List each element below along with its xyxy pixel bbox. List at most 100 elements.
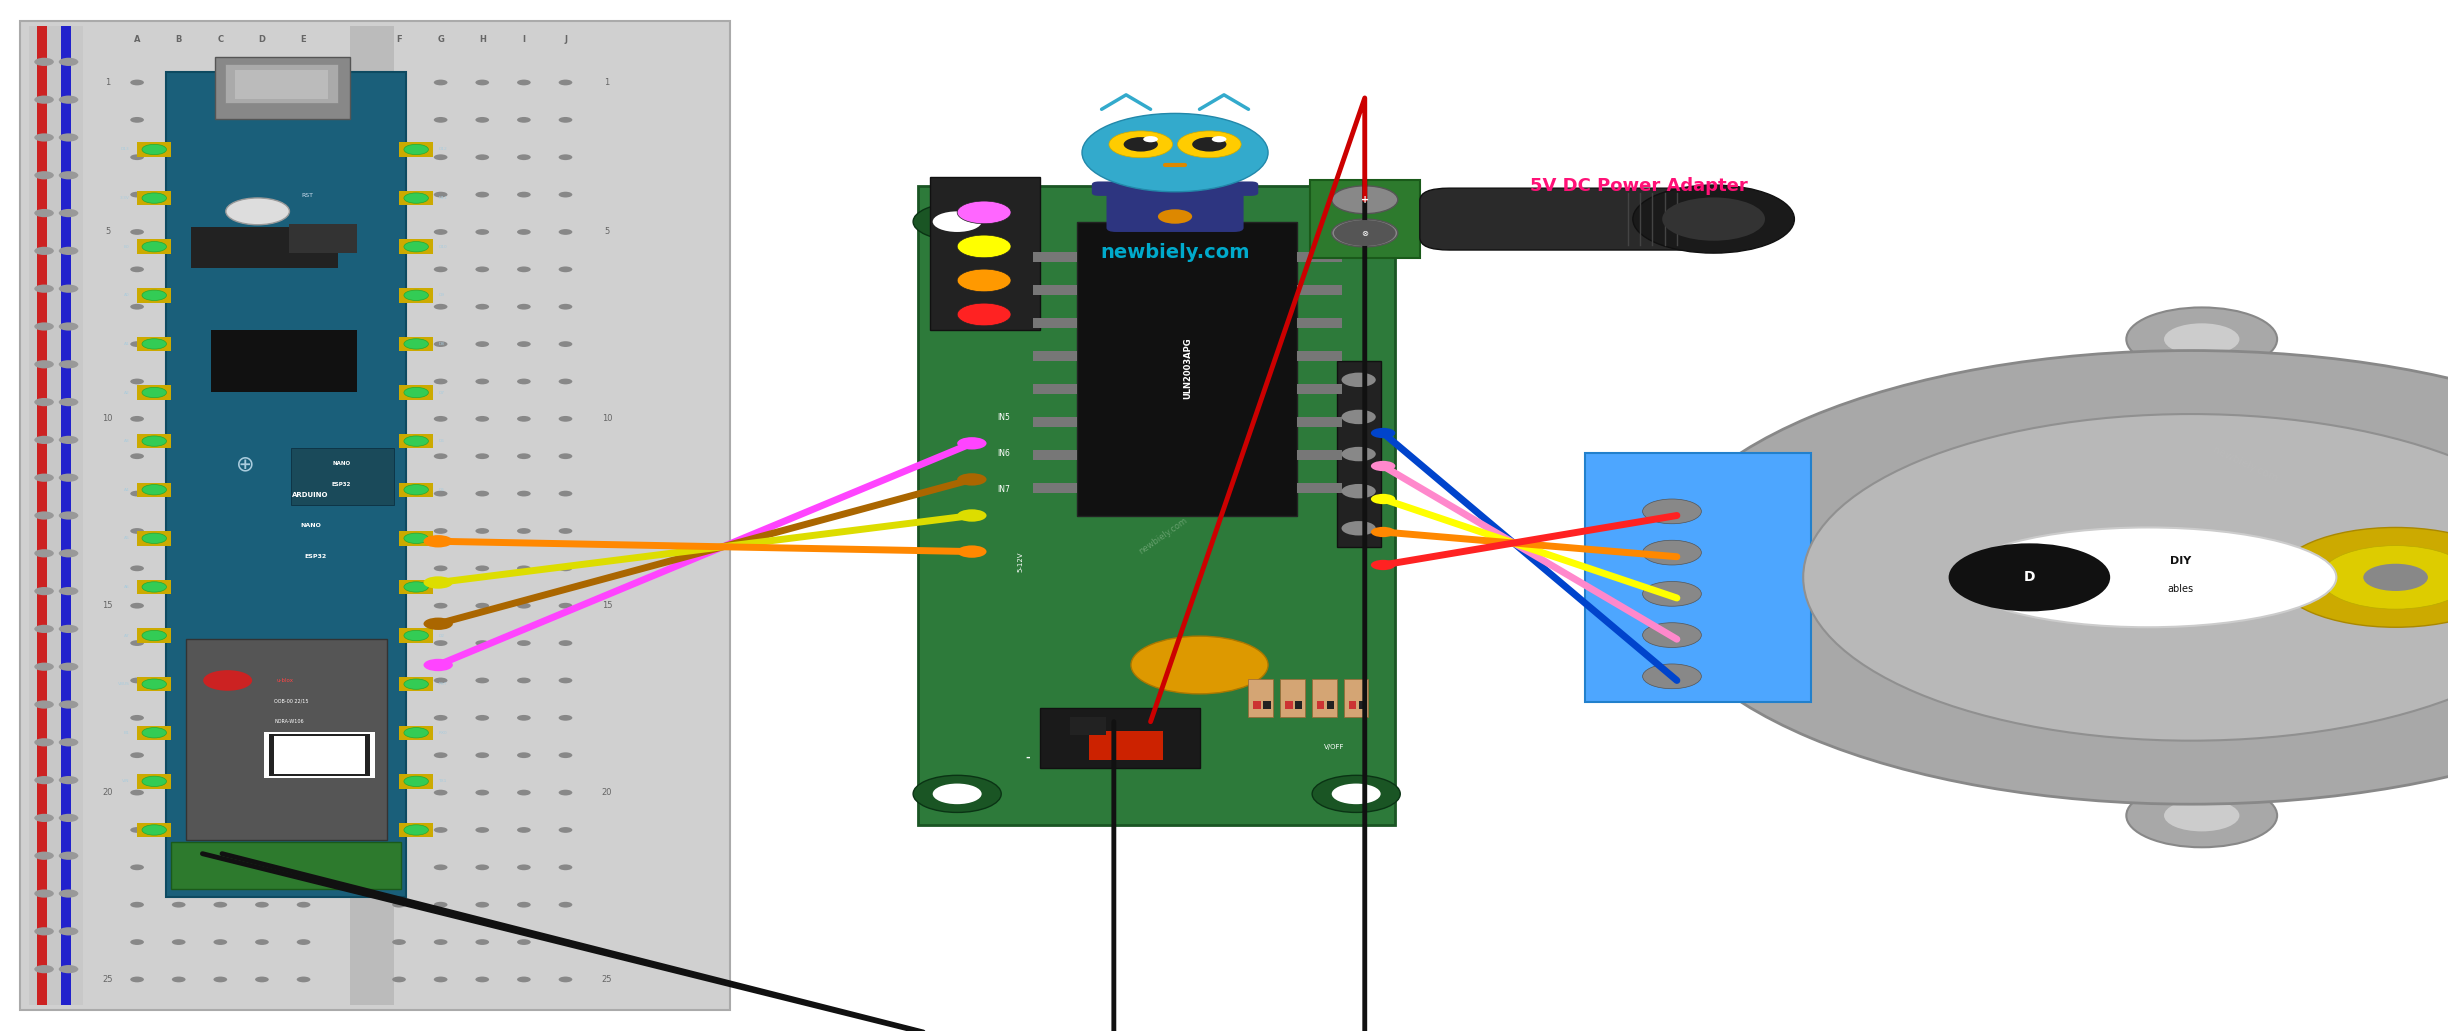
Circle shape bbox=[255, 603, 269, 608]
Bar bbox=[137, 434, 171, 448]
Circle shape bbox=[171, 304, 186, 309]
Circle shape bbox=[255, 415, 269, 422]
Circle shape bbox=[255, 902, 269, 907]
Circle shape bbox=[957, 269, 1011, 292]
Circle shape bbox=[255, 864, 269, 870]
Text: B: B bbox=[176, 35, 181, 43]
Circle shape bbox=[475, 155, 490, 160]
Circle shape bbox=[213, 976, 228, 983]
Bar bbox=[1248, 679, 1273, 717]
Circle shape bbox=[475, 528, 490, 534]
Circle shape bbox=[475, 266, 490, 272]
Circle shape bbox=[433, 603, 448, 608]
Circle shape bbox=[171, 155, 186, 160]
Bar bbox=[1297, 384, 1342, 394]
Text: B0: B0 bbox=[125, 244, 130, 248]
Circle shape bbox=[475, 454, 490, 459]
Circle shape bbox=[34, 96, 54, 104]
Circle shape bbox=[34, 398, 54, 406]
FancyBboxPatch shape bbox=[1420, 189, 1738, 251]
Circle shape bbox=[957, 235, 1011, 258]
Circle shape bbox=[59, 813, 78, 822]
Circle shape bbox=[255, 491, 269, 497]
Bar bbox=[399, 726, 433, 740]
Circle shape bbox=[34, 436, 54, 444]
Circle shape bbox=[59, 398, 78, 406]
Text: OOB-00 22/15: OOB-00 22/15 bbox=[274, 699, 308, 703]
Circle shape bbox=[171, 79, 186, 86]
Circle shape bbox=[59, 852, 78, 860]
Circle shape bbox=[255, 714, 269, 721]
Circle shape bbox=[957, 303, 1011, 326]
Circle shape bbox=[213, 939, 228, 945]
Circle shape bbox=[34, 663, 54, 671]
Text: D: D bbox=[259, 35, 264, 43]
Circle shape bbox=[392, 378, 406, 385]
Circle shape bbox=[296, 714, 311, 721]
Circle shape bbox=[558, 976, 573, 983]
Circle shape bbox=[404, 776, 428, 787]
Circle shape bbox=[130, 827, 144, 833]
Bar bbox=[350, 26, 394, 1005]
Bar bbox=[399, 386, 433, 400]
Circle shape bbox=[433, 304, 448, 309]
Circle shape bbox=[1334, 220, 1395, 246]
Circle shape bbox=[1124, 137, 1158, 152]
Circle shape bbox=[392, 677, 406, 684]
Circle shape bbox=[1342, 372, 1376, 387]
Circle shape bbox=[34, 511, 54, 520]
Circle shape bbox=[392, 753, 406, 758]
Circle shape bbox=[1371, 494, 1395, 504]
Circle shape bbox=[130, 415, 144, 422]
Circle shape bbox=[475, 192, 490, 198]
Circle shape bbox=[34, 58, 54, 66]
Circle shape bbox=[475, 976, 490, 983]
Circle shape bbox=[296, 79, 311, 86]
Bar bbox=[137, 628, 171, 642]
Text: D3: D3 bbox=[438, 585, 443, 589]
Circle shape bbox=[130, 341, 144, 347]
Circle shape bbox=[171, 864, 186, 870]
Circle shape bbox=[59, 96, 78, 104]
Circle shape bbox=[130, 155, 144, 160]
Bar bbox=[399, 434, 433, 448]
Circle shape bbox=[404, 485, 428, 495]
Bar bbox=[264, 732, 375, 778]
Bar bbox=[269, 734, 370, 776]
Circle shape bbox=[296, 640, 311, 646]
Circle shape bbox=[59, 209, 78, 218]
Circle shape bbox=[558, 192, 573, 198]
Circle shape bbox=[517, 640, 531, 646]
Text: A5: A5 bbox=[125, 536, 130, 540]
Circle shape bbox=[1177, 131, 1241, 158]
Circle shape bbox=[558, 603, 573, 608]
Bar bbox=[1297, 417, 1342, 427]
Circle shape bbox=[296, 266, 311, 272]
Circle shape bbox=[475, 229, 490, 235]
Circle shape bbox=[296, 378, 311, 385]
Circle shape bbox=[392, 192, 406, 198]
Circle shape bbox=[191, 441, 299, 487]
Circle shape bbox=[142, 144, 166, 155]
Text: H: H bbox=[480, 35, 485, 43]
Circle shape bbox=[296, 864, 311, 870]
Circle shape bbox=[171, 603, 186, 608]
Text: newbiely.com: newbiely.com bbox=[242, 534, 286, 596]
Circle shape bbox=[475, 790, 490, 796]
Text: RST: RST bbox=[438, 683, 446, 687]
Text: ables: ables bbox=[2166, 584, 2193, 594]
Text: 15: 15 bbox=[103, 601, 113, 610]
Circle shape bbox=[433, 454, 448, 459]
Circle shape bbox=[255, 454, 269, 459]
Text: 1: 1 bbox=[105, 78, 110, 87]
Text: IN5: IN5 bbox=[996, 413, 1011, 422]
Circle shape bbox=[433, 415, 448, 422]
Text: +: + bbox=[1361, 195, 1368, 205]
Circle shape bbox=[130, 677, 144, 684]
Bar bbox=[399, 288, 433, 302]
Text: RX0: RX0 bbox=[438, 731, 448, 735]
Bar bbox=[1327, 701, 1334, 709]
Bar bbox=[166, 72, 406, 897]
Circle shape bbox=[213, 528, 228, 534]
Circle shape bbox=[171, 902, 186, 907]
